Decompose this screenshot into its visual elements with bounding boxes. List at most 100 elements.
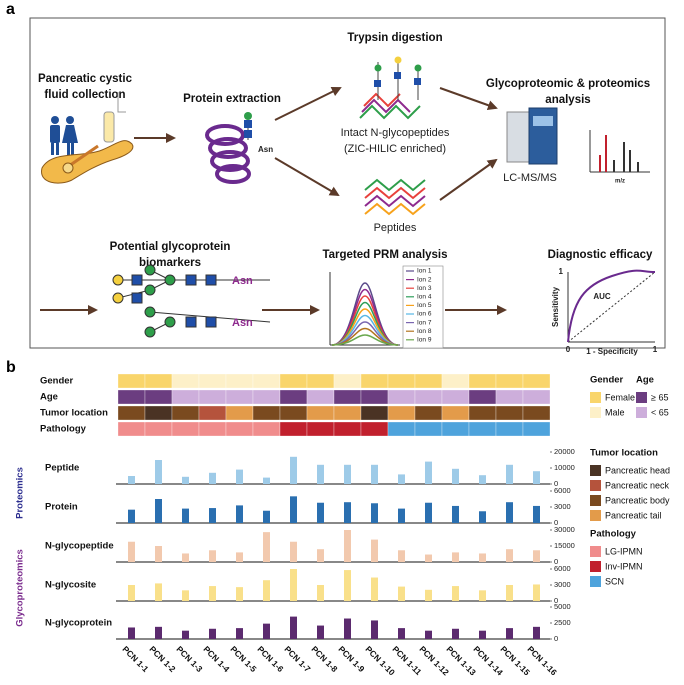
- patients-icon-part: [50, 125, 60, 143]
- bar: [425, 502, 432, 523]
- bar: [398, 508, 405, 523]
- track-cell: [198, 405, 227, 421]
- prm-peak: [331, 301, 399, 346]
- glycan-structure-part: [144, 284, 156, 296]
- bar: [479, 511, 486, 523]
- bar: [479, 630, 486, 639]
- bar: [452, 505, 459, 523]
- tube-icon-part: [103, 111, 115, 143]
- bar: [209, 508, 216, 523]
- prm-plot: [329, 265, 444, 349]
- group-label: Proteomics: [15, 467, 26, 519]
- legend-swatch: [590, 510, 601, 521]
- track-cell: [495, 405, 524, 421]
- track-cell: [198, 389, 227, 405]
- step-title: Glycoproteomic & proteomics: [486, 78, 650, 90]
- bar: [479, 590, 486, 601]
- track-cell: [360, 405, 389, 421]
- patients-icon-part: [62, 125, 78, 143]
- y-tick-label: 0: [554, 518, 558, 527]
- bar: [506, 549, 513, 562]
- panel-label: b: [6, 359, 16, 376]
- legend-label: Ion 5: [417, 302, 432, 309]
- bar: [155, 460, 162, 484]
- track-cell: [414, 373, 443, 389]
- glycopeptide-icon-part: [414, 64, 422, 72]
- glycan-structure-part: [131, 274, 143, 286]
- y-tick-label: 3000: [554, 502, 571, 511]
- track-cell: [144, 389, 173, 405]
- step-title: analysis: [545, 94, 590, 106]
- bar: [371, 503, 378, 523]
- y-tick-label: 1: [559, 267, 564, 276]
- protein-icon-part: [210, 150, 250, 172]
- protein-icon-part: [215, 164, 251, 184]
- bar: [479, 553, 486, 562]
- bar: [182, 508, 189, 523]
- glycan-structure-part: [185, 274, 197, 286]
- patients-icon-part: [51, 116, 59, 124]
- glycan-structure-part: [144, 326, 156, 338]
- track-cell: [225, 389, 254, 405]
- track-cell: [306, 389, 335, 405]
- asn-label: Asn: [258, 145, 273, 154]
- glycan-structure-part: [205, 274, 217, 286]
- track-cell: [279, 373, 308, 389]
- track-cell: [495, 373, 524, 389]
- track-cell: [252, 373, 281, 389]
- x-tick-label: PCN 1-16: [525, 644, 559, 678]
- bar: [506, 464, 513, 484]
- glycopeptide-icon-part: [374, 80, 381, 87]
- bar: [236, 469, 243, 484]
- track-cell: [387, 405, 416, 421]
- prm-peak: [331, 288, 399, 346]
- bar: [236, 552, 243, 562]
- track-cell: [522, 373, 551, 389]
- bar: [209, 586, 216, 601]
- bar: [209, 550, 216, 562]
- axis-label: m/z: [615, 179, 625, 185]
- y-tick-label: 0: [554, 557, 558, 566]
- x-tick-label: PCN 1-5: [228, 644, 258, 674]
- bar: [209, 628, 216, 639]
- legend-label: < 65: [651, 407, 669, 417]
- bar: [371, 539, 378, 562]
- track-cell: [279, 405, 308, 421]
- bar: [452, 468, 459, 484]
- bar: [317, 549, 324, 562]
- bar: [290, 456, 297, 484]
- bar: [290, 541, 297, 562]
- track-cell: [198, 373, 227, 389]
- x-tick-label: PCN 1-3: [174, 644, 204, 674]
- chart-title: N-glycosite: [45, 580, 96, 591]
- flow-arrow: [439, 87, 498, 111]
- legend-swatch: [590, 495, 601, 506]
- bar: [533, 550, 540, 562]
- legend-label: Pancreatic body: [605, 495, 670, 505]
- bar: [317, 502, 324, 523]
- bar: [155, 583, 162, 601]
- track-cell: [441, 373, 470, 389]
- bar: [128, 627, 135, 639]
- glycan-structure-part: [144, 264, 156, 276]
- chart-title: Protein: [45, 502, 78, 513]
- glycan-structure-part: [164, 316, 176, 328]
- track-cell: [198, 421, 227, 437]
- track-cell: [522, 421, 551, 437]
- track-label: Tumor location: [40, 408, 108, 419]
- track-cell: [252, 389, 281, 405]
- chart-title: Peptide: [45, 463, 79, 474]
- track-cell: [495, 421, 524, 437]
- glycopeptide-icon-part: [374, 64, 382, 72]
- prm-peak: [331, 321, 399, 346]
- flow-arrow: [439, 158, 498, 201]
- bar: [344, 464, 351, 484]
- step-title: fluid collection: [44, 89, 125, 101]
- peptides-icon-part: [364, 194, 426, 208]
- glycopeptide-icon-part: [359, 104, 421, 120]
- bar: [128, 509, 135, 523]
- glycopeptide-icon-part: [394, 72, 401, 79]
- legend-label: Ion 8: [417, 328, 432, 335]
- legend-label: Inv-IPMN: [605, 561, 643, 571]
